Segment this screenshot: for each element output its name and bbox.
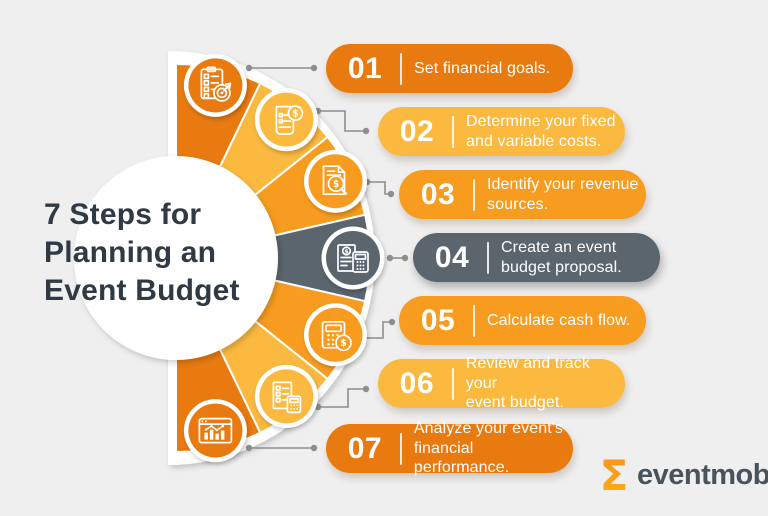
- step-07-pill: 07 Analyze your event's financial perfor…: [326, 420, 573, 476]
- receipt-dollar-icon: $: [275, 105, 304, 135]
- step-number: 04: [434, 240, 470, 274]
- pill-divider: [451, 367, 454, 400]
- step-label: Review and track your event budget.: [465, 355, 591, 412]
- step-number: 07: [347, 431, 383, 465]
- step-02-pill: 02 Determine your fixed and variable cos…: [378, 107, 625, 156]
- analytics-chart-icon: [198, 417, 233, 444]
- pill-divider: [473, 178, 475, 211]
- step-4-badge: $: [321, 226, 385, 290]
- connector-step-3: [363, 178, 395, 198]
- page-title: 7 Steps for Planning an Event Budget: [44, 198, 240, 307]
- icon-circle: [259, 369, 314, 424]
- connector-step-4: [386, 254, 409, 262]
- step-number: 03: [420, 177, 456, 211]
- step-2-badge: $: [254, 88, 318, 152]
- connector-step-7: [245, 444, 318, 452]
- connector-step-1: [245, 64, 318, 72]
- pill-divider: [487, 241, 489, 274]
- icon-circle: [188, 403, 243, 458]
- pill-divider: [473, 304, 475, 337]
- step-label: Identify your revenue sources.: [487, 176, 639, 213]
- eventmobi-wordmark: eventmobi: [637, 458, 768, 491]
- icon-circle: [308, 307, 363, 362]
- svg-text:$: $: [292, 108, 299, 119]
- step-7-badge: [183, 399, 247, 463]
- pill-divider: [452, 115, 454, 148]
- step-number: 02: [399, 114, 435, 148]
- step-06-pill: 06 Review and track your event budget.: [378, 355, 625, 411]
- fan-inner-disc: [74, 156, 278, 360]
- eventmobi-sigma-mark-icon: Σ: [600, 452, 629, 498]
- svg-text:$: $: [333, 179, 340, 190]
- ledger-calculator-icon: [272, 381, 302, 414]
- step-number: 06: [399, 366, 435, 400]
- step-label: Calculate cash flow.: [487, 311, 631, 329]
- step-04-pill: 04 Create an event budget proposal.: [413, 233, 660, 282]
- step-1-badge: [183, 53, 247, 117]
- step-number: 01: [347, 51, 383, 85]
- step-icon-badges: $ $: [183, 53, 385, 463]
- step-03-pill: 03 Identify your revenue sources.: [399, 170, 646, 219]
- step-6-badge: [254, 364, 318, 428]
- step-label: Set financial goals.: [414, 59, 551, 77]
- svg-text:$: $: [344, 247, 349, 255]
- checklist-target-icon: [200, 66, 232, 102]
- step-label: Create an event budget proposal.: [501, 239, 622, 276]
- icon-circle: [188, 58, 243, 113]
- statement-calculator-icon: $: [337, 244, 369, 273]
- step-label: Analyze your event's financial performan…: [413, 420, 563, 477]
- document-magnifier-dollar-icon: $: [322, 165, 348, 196]
- step-01-pill: 01 Set financial goals.: [326, 44, 573, 93]
- step-5-badge: $: [304, 303, 367, 367]
- pill-divider: [400, 52, 402, 85]
- pill-divider: [399, 432, 402, 465]
- step-3-badge: $: [304, 149, 367, 213]
- calculator-dollar-icon: $: [321, 320, 352, 352]
- svg-text:$: $: [340, 338, 347, 349]
- eventmobi-logo: Σ eventmobi: [598, 452, 768, 498]
- svg-text:Σ: Σ: [600, 452, 629, 498]
- step-number: 05: [420, 303, 456, 337]
- step-label: Determine your fixed and variable costs.: [466, 113, 616, 150]
- icon-circle: [259, 92, 314, 147]
- step-05-pill: 05 Calculate cash flow.: [399, 296, 646, 345]
